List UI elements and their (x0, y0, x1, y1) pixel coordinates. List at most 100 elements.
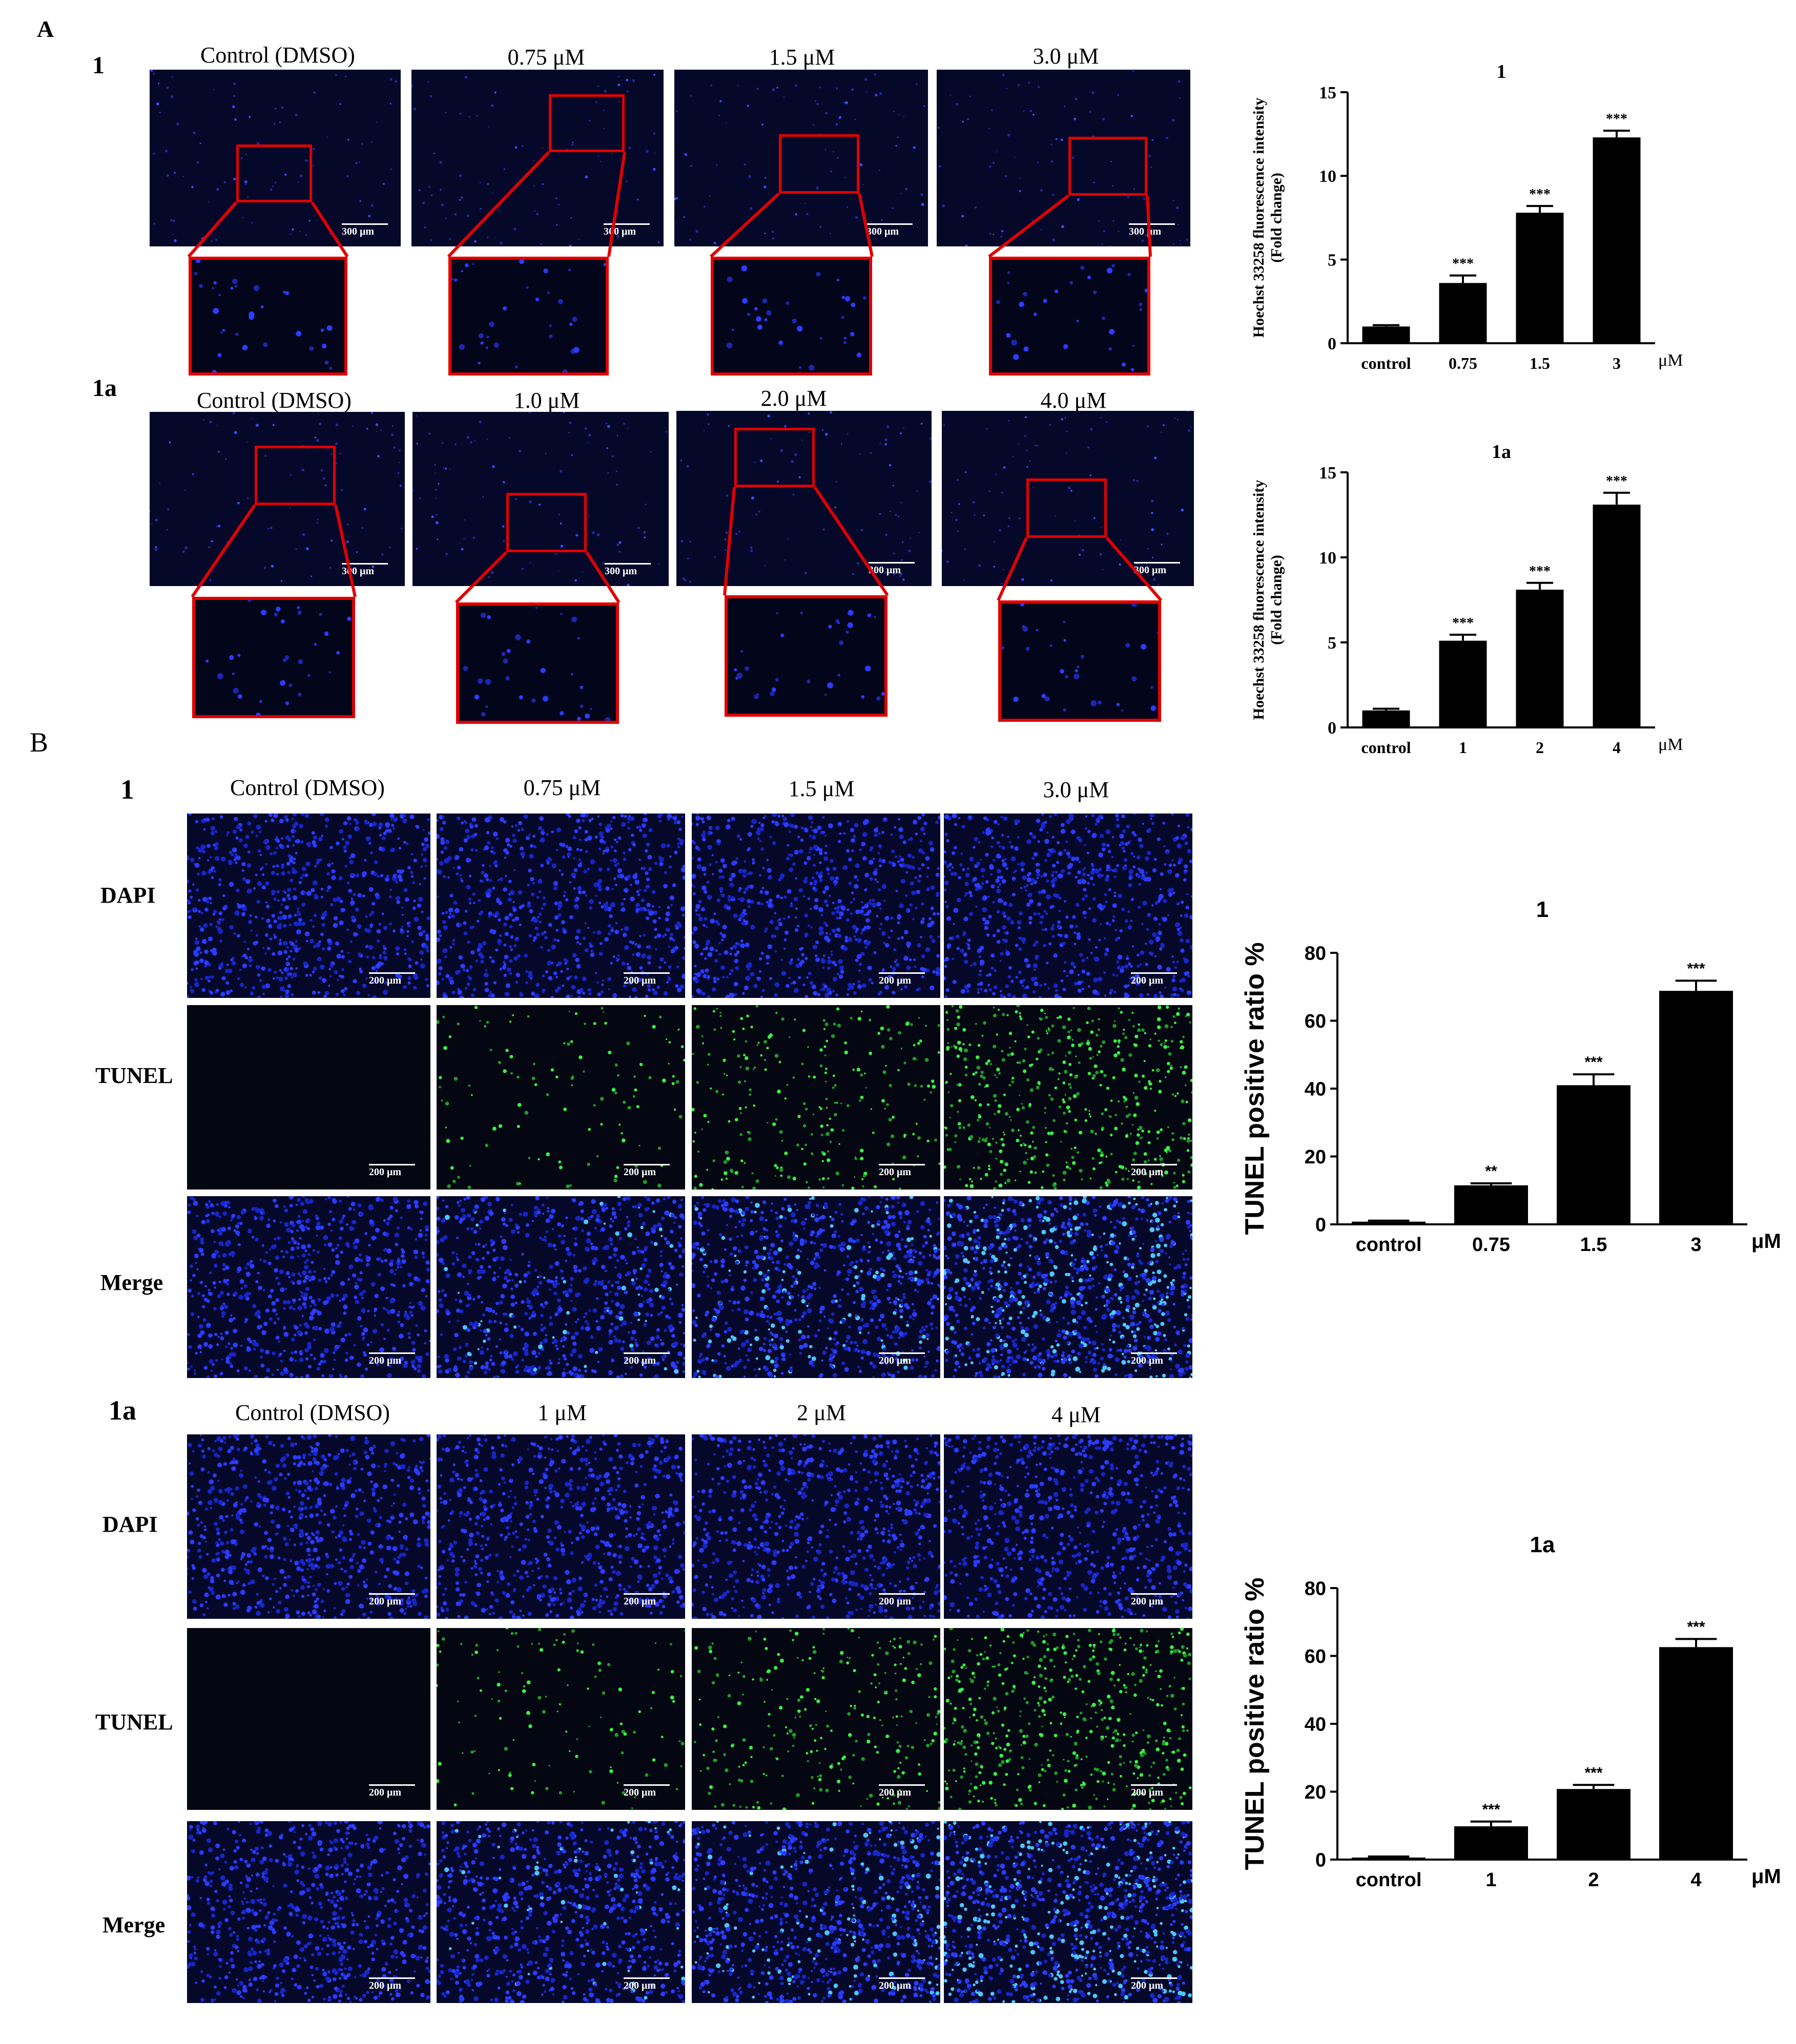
unit-label: μM (1751, 1230, 1781, 1253)
category-label-2: 1.5 (1580, 1234, 1607, 1256)
scale-label: 300 μm (604, 226, 636, 237)
a2-col-label-2: 2.0 μM (760, 386, 827, 411)
a2-inset-0 (192, 597, 355, 718)
scale-label: 200 μm (369, 1355, 401, 1366)
bar-1 (1439, 640, 1487, 727)
a2-inset-2 (725, 595, 887, 717)
scale-label: 200 μm (879, 975, 911, 986)
chart-title: 1 (1497, 61, 1506, 82)
chart-svg: 0 20 40 60 80 TUNEL positive ratio % 1 control *… (1240, 897, 1781, 1256)
hoechst-chart-1: 0 5 10 15 Hoechst 33258 fluorescence intensi… (1245, 61, 1706, 400)
panel-b-letter: B (30, 727, 49, 758)
significance-3: *** (1606, 473, 1627, 489)
b1-merge-micrograph-2: 200 μm (692, 1196, 940, 1378)
significance-3: *** (1606, 111, 1627, 127)
chart-title: 1 (1536, 897, 1549, 922)
scale-label: 300 μm (1129, 226, 1161, 237)
bar-3 (1593, 505, 1641, 727)
chart-svg: 0 5 10 15 Hoechst 33258 fluorescence intensi… (1250, 441, 1683, 757)
scale-label: 200 μm (624, 1166, 656, 1178)
b1-tunel-micrograph-0: 200 μm (187, 1005, 430, 1190)
y-axis-label: (Fold change) (1268, 555, 1285, 645)
b1-dapi-micrograph-3: 200 μm (944, 814, 1192, 998)
scale-label: 200 μm (1131, 1787, 1163, 1798)
significance-2: *** (1529, 186, 1551, 202)
chart-svg: 0 5 10 15 Hoechst 33258 fluorescence intensi… (1250, 61, 1683, 372)
chart-title: 1a (1492, 441, 1511, 463)
scale-label: 200 μm (1131, 1596, 1163, 1607)
y-tick-label: 0 (1315, 1849, 1326, 1871)
scale-label: 200 μm (879, 1355, 911, 1366)
y-tick-label: 15 (1319, 464, 1336, 483)
y-tick-label: 40 (1305, 1714, 1326, 1735)
category-label-1: 0.75 (1449, 354, 1477, 372)
bar-0 (1362, 710, 1410, 727)
y-axis-label: Hoechst 33258 fluorescence intensity (1250, 480, 1267, 720)
unit-label: μM (1751, 1865, 1781, 1888)
scale-label: 300 μm (869, 565, 901, 576)
bar-0 (1352, 1858, 1426, 1860)
bar-2 (1557, 1789, 1630, 1860)
significance-2: *** (1584, 1764, 1602, 1781)
category-label-0: control (1356, 1869, 1422, 1891)
panel-a-letter: A (37, 16, 54, 42)
b-group-2-tag: 1a (109, 1395, 136, 1426)
hoechst-chart-1a: 0 5 10 15 Hoechst 33258 fluorescence intensi… (1245, 425, 1706, 779)
scale-label: 200 μm (1131, 1355, 1163, 1366)
a1-roi-3 (1068, 137, 1147, 196)
scale-label: 200 μm (624, 1596, 656, 1607)
bar-0 (1352, 1221, 1426, 1224)
a1-micrograph-1: 300 μm (411, 70, 664, 246)
category-label-3: 3 (1613, 354, 1621, 372)
b1-stain-tunel: TUNEL (95, 1063, 173, 1088)
y-axis-label: Hoechst 33258 fluorescence intensity (1250, 98, 1267, 338)
a1-col-label-1: 0.75 μM (507, 45, 585, 70)
scale-label: 200 μm (879, 1787, 911, 1798)
a2-roi-1 (506, 493, 587, 552)
bar-1 (1439, 283, 1487, 343)
significance-3: *** (1687, 960, 1705, 977)
unit-label: μM (1658, 735, 1683, 754)
significance-2: *** (1529, 564, 1551, 579)
scale-label: 200 μm (879, 1596, 911, 1607)
bar-1 (1454, 1826, 1528, 1860)
bar-2 (1557, 1085, 1630, 1224)
b2-merge-micrograph-2: 200 μm (692, 1821, 940, 2003)
y-tick-label: 10 (1319, 549, 1336, 568)
a1-inset-1 (448, 257, 609, 376)
chart-svg: 0 20 40 60 80 TUNEL positive ratio % 1a control… (1240, 1532, 1781, 1891)
y-tick-label: 80 (1305, 1578, 1326, 1599)
y-tick-label: 15 (1319, 84, 1336, 102)
a2-col-label-3: 4.0 μM (1040, 388, 1107, 413)
category-label-1: 1 (1459, 738, 1467, 757)
a2-col-label-0: Control (DMSO) (197, 388, 352, 413)
a2-col-label-1: 1.0 μM (513, 388, 580, 413)
y-axis-label: TUNEL positive ratio % (1240, 942, 1270, 1235)
scale-label: 200 μm (624, 1355, 656, 1366)
b1-col-label-2: 1.5 μM (788, 776, 855, 801)
significance-1: *** (1452, 256, 1474, 272)
b2-col-label-0: Control (DMSO) (235, 1400, 390, 1425)
b2-tunel-micrograph-3: 200 μm (944, 1628, 1192, 1810)
significance-3: *** (1687, 1618, 1705, 1635)
b2-col-label-2: 2 μM (797, 1400, 846, 1425)
a2-roi-3 (1026, 478, 1107, 538)
scale-label: 200 μm (879, 1166, 911, 1178)
y-tick-label: 0 (1328, 335, 1336, 353)
y-tick-label: 0 (1315, 1214, 1326, 1236)
b1-dapi-micrograph-2: 200 μm (692, 814, 940, 998)
scale-label: 200 μm (1131, 975, 1163, 986)
scale-label: 200 μm (624, 1980, 656, 1991)
a1-inset-3 (989, 257, 1150, 376)
a1-roi-0 (236, 144, 312, 202)
scale-label: 300 μm (866, 226, 899, 237)
scale-label: 300 μm (342, 226, 374, 237)
scale-label: 200 μm (369, 1596, 401, 1607)
b2-dapi-micrograph-3: 200 μm (944, 1434, 1192, 1619)
b2-merge-micrograph-3: 200 μm (944, 1821, 1192, 2003)
b1-stain-dapi: DAPI (100, 883, 156, 908)
y-tick-label: 10 (1319, 167, 1336, 186)
scale-label: 200 μm (624, 975, 656, 986)
b2-tunel-micrograph-0: 200 μm (187, 1628, 430, 1810)
b1-col-label-3: 3.0 μM (1043, 777, 1109, 802)
